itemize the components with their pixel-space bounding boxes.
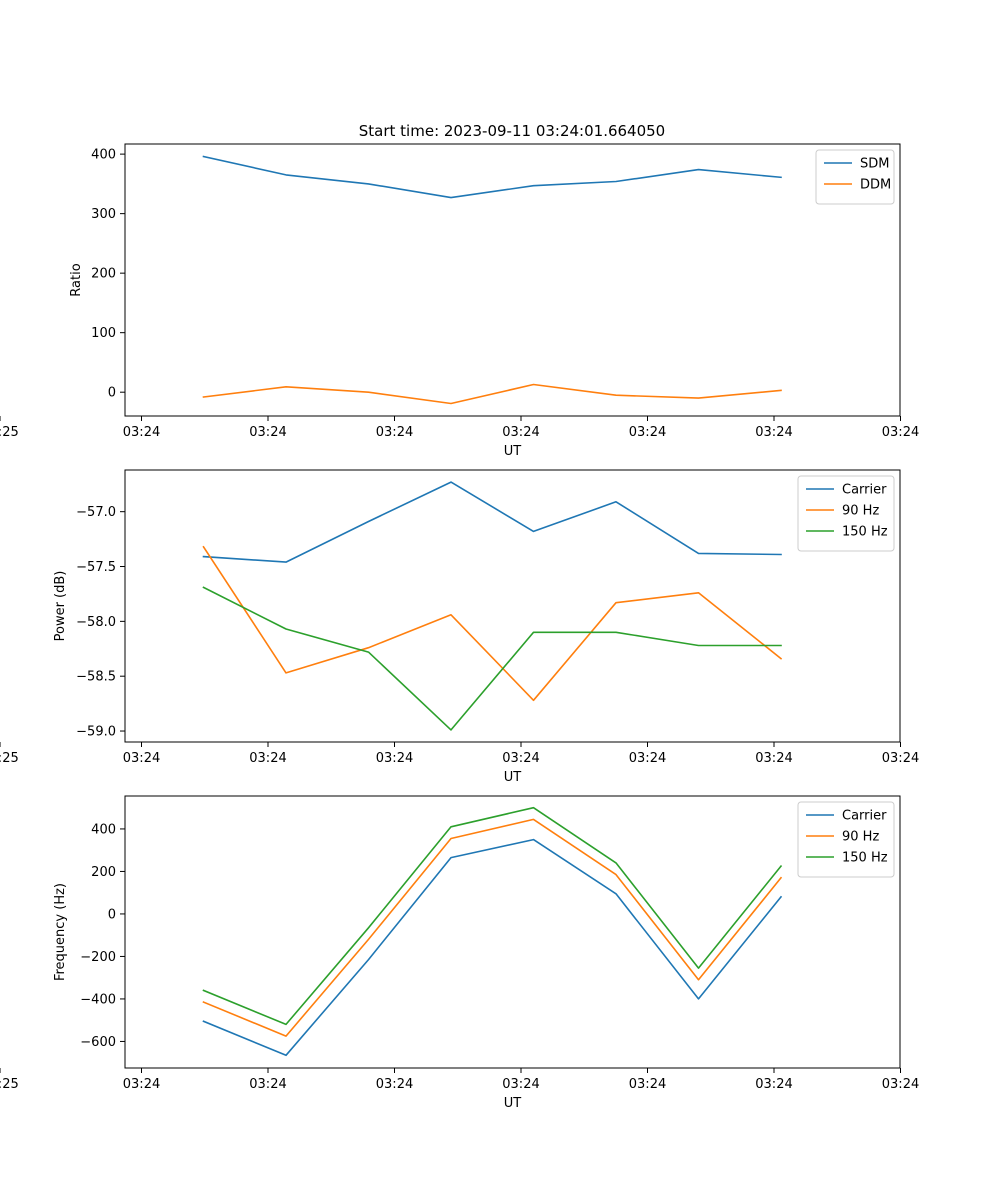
x-tick-label: 03:24 [502, 751, 539, 766]
y-tick-label: 400 [91, 148, 116, 163]
x-axis-label: UT [504, 1096, 522, 1111]
y-tick-label: 300 [91, 207, 116, 222]
x-tick-label: 03:24 [249, 751, 286, 766]
series-line-150-hz [202, 586, 782, 731]
x-tick-label: 03:24 [755, 751, 792, 766]
y-axis-label: Frequency (Hz) [53, 883, 68, 981]
legend-label: 90 Hz [842, 504, 879, 519]
x-tick-label: 03:24 [502, 1077, 539, 1092]
x-tick-label: 03:25 [0, 1077, 19, 1092]
series-line-90-hz [202, 818, 783, 1037]
x-tick-label: 03:24 [376, 751, 413, 766]
y-tick-label: −400 [80, 992, 116, 1007]
x-axis-label: UT [504, 444, 522, 459]
y-tick-label: 0 [108, 386, 116, 401]
x-tick-label: 03:24 [249, 425, 286, 440]
x-tick-label: 03:24 [249, 1077, 286, 1092]
chart-title: Start time: 2023-09-11 03:24:01.664050 [359, 122, 665, 140]
y-tick-label: −57.0 [76, 505, 116, 520]
legend-label: DDM [860, 178, 891, 193]
y-tick-label: 100 [91, 326, 116, 341]
x-tick-label: 03:24 [882, 751, 919, 766]
legend: Carrier 90 Hz 150 Hz [797, 801, 895, 878]
legend: SDM DDM [815, 149, 895, 205]
x-tick-label: 03:24 [629, 751, 666, 766]
legend-box [797, 475, 895, 552]
legend: Carrier 90 Hz 150 Hz [797, 475, 895, 552]
legend-label: 150 Hz [842, 851, 888, 866]
x-tick-label: 03:24 [123, 1077, 160, 1092]
axes-frame [124, 469, 901, 743]
y-tick-label: 200 [91, 865, 116, 880]
legend-label: Carrier [842, 483, 887, 498]
axes-frame [124, 143, 901, 417]
x-tick-label: 03:24 [755, 425, 792, 440]
axes-frame [124, 795, 901, 1069]
x-tick-label: 03:24 [629, 1077, 666, 1092]
y-axis-label: Power (dB) [53, 571, 68, 642]
series-line-150-hz [202, 806, 783, 1026]
x-axis-label: UT [504, 770, 522, 785]
x-tick-label: 03:24 [376, 1077, 413, 1092]
legend-label: SDM [860, 157, 889, 172]
x-tick-label: 03:25 [0, 425, 19, 440]
series-line-sdm [202, 155, 782, 199]
legend-label: 150 Hz [842, 525, 888, 540]
legend-label: Carrier [842, 809, 887, 824]
y-tick-label: 200 [91, 267, 116, 282]
y-tick-label: −58.0 [76, 615, 116, 630]
series-line-carrier [202, 838, 783, 1057]
x-tick-label: 03:24 [755, 1077, 792, 1092]
y-tick-label: −600 [80, 1035, 116, 1050]
y-tick-label: −59.0 [76, 725, 116, 740]
y-tick-label: −58.5 [76, 670, 116, 685]
y-tick-label: 0 [108, 907, 116, 922]
x-tick-label: 03:24 [882, 1077, 919, 1092]
y-tick-label: −200 [80, 950, 116, 965]
x-tick-label: 03:24 [502, 425, 539, 440]
x-tick-label: 03:24 [882, 425, 919, 440]
x-tick-label: 03:25 [0, 751, 19, 766]
legend-label: 90 Hz [842, 830, 879, 845]
chart-panel-ratio: 03:24 03:24 03:24 03:24 03:24 03:24 03:24 03:25… [0, 143, 919, 459]
series-line-90-hz [202, 545, 783, 702]
x-tick-label: 03:24 [629, 425, 666, 440]
y-tick-label: −57.5 [76, 560, 116, 575]
series-line-carrier [202, 481, 782, 563]
x-tick-label: 03:24 [123, 425, 160, 440]
y-axis-label: Ratio [69, 263, 84, 296]
y-tick-label: 400 [91, 822, 116, 837]
x-tick-label: 03:24 [123, 751, 160, 766]
x-tick-label: 03:24 [376, 425, 413, 440]
series-line-ddm [202, 383, 782, 405]
chart-panel-power: 03:24 03:24 03:24 03:24 03:24 03:24 03:24 03:25… [0, 469, 919, 785]
legend-box [797, 801, 895, 878]
chart-panel-frequency: 03:24 03:24 03:24 03:24 03:24 03:24 03:24 03:25… [0, 795, 919, 1111]
